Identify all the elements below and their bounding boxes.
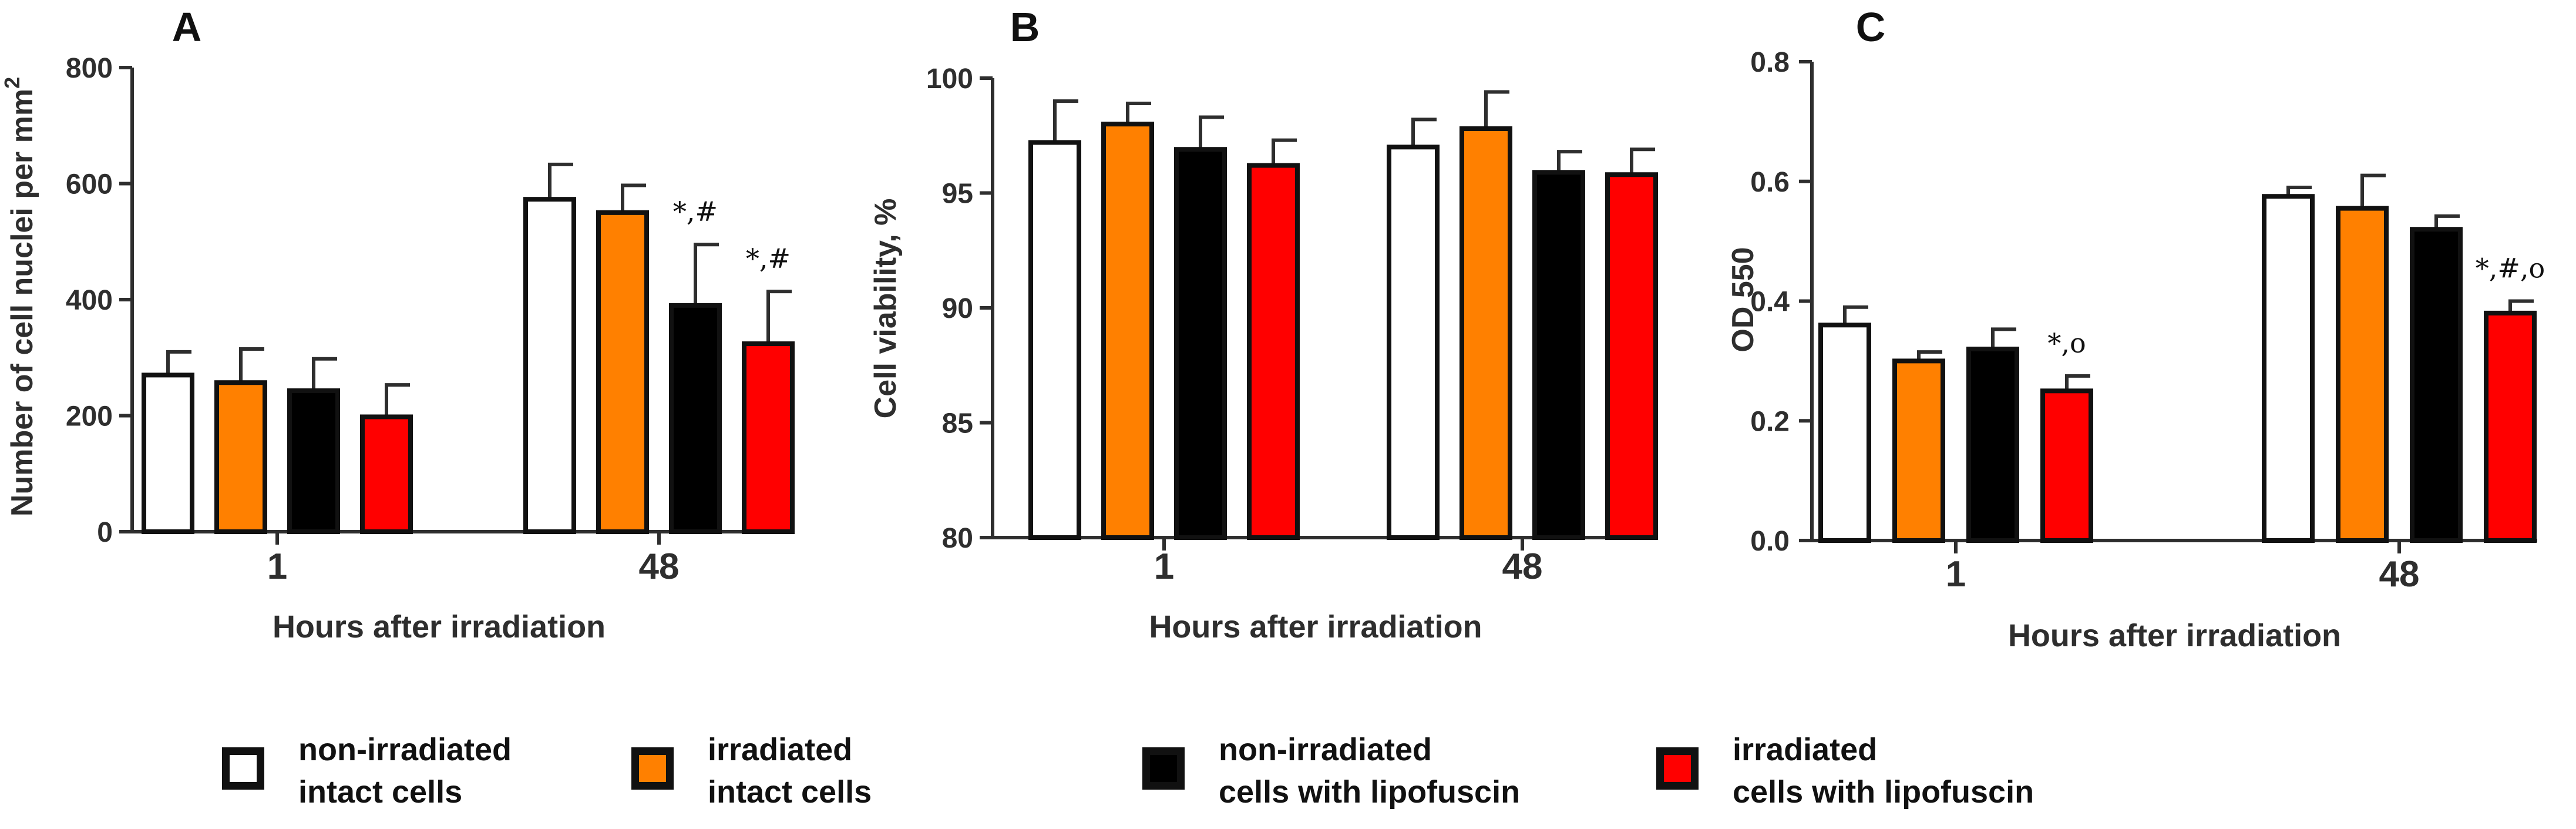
x-tick-label: 1 [1154, 546, 1174, 587]
legend-label: non-irradiated intact cells [298, 732, 512, 810]
y-tick-label: 0.2 [1750, 406, 1790, 437]
x-axis-title: Hours after irradiation [2008, 618, 2341, 653]
bar [360, 414, 413, 534]
bar [1101, 122, 1154, 540]
significance-annotation: *,# [746, 243, 791, 274]
bar [523, 197, 576, 535]
y-tick-label: 200 [66, 401, 113, 432]
bar [1387, 145, 1440, 541]
bar [1028, 140, 1081, 541]
chart-panel-b: 80 85 90 95 100 1 48 Hours after irradiation Cel… [869, 4, 1658, 645]
x-tick-label: 48 [639, 546, 680, 587]
x-tick-label: 1 [267, 546, 287, 587]
bar [142, 372, 194, 534]
bar [2040, 388, 2093, 543]
panel-letter: C [1856, 4, 1886, 50]
bar [2484, 310, 2537, 543]
y-tick-label: 0.6 [1750, 167, 1790, 198]
y-tick-label: 85 [942, 408, 973, 439]
x-tick-label: 1 [1946, 554, 1966, 595]
bar [1818, 323, 1871, 543]
bar [1247, 163, 1300, 540]
bar [2336, 206, 2389, 543]
significance-annotation: *,#,o [2476, 253, 2545, 284]
y-axis-title: Cell viability, % [869, 199, 903, 419]
y-axis-title: OD 550 [1726, 247, 1760, 352]
y-tick-label: 0 [97, 517, 113, 548]
legend-label: irradiated cells with lipofuscin [1733, 732, 2034, 810]
bar [596, 210, 649, 534]
chart-panel-a: 0 200 400 600 800 1 48 *,# *,# Hours after irradi… [0, 4, 795, 645]
bar [1174, 147, 1227, 540]
legend-swatch-red [1656, 747, 1699, 790]
bar [2410, 227, 2463, 543]
bar [742, 341, 795, 534]
y-tick-label: 600 [66, 169, 113, 200]
y-tick-label: 90 [942, 293, 973, 324]
y-tick-label: 80 [942, 523, 973, 554]
x-tick-label: 48 [1502, 546, 1543, 587]
legend-swatch-orange [631, 747, 674, 790]
bar [2262, 194, 2315, 543]
legend-swatch-black [1142, 747, 1185, 790]
y-tick-label: 0.8 [1750, 47, 1790, 78]
significance-annotation: *,o [2047, 327, 2086, 359]
y-tick-label: 95 [942, 179, 973, 210]
bar [1532, 170, 1585, 540]
y-tick-label: 0.4 [1750, 287, 1790, 318]
bar [669, 303, 722, 534]
panel-letter: B [1010, 4, 1040, 50]
bar [214, 380, 267, 535]
y-axis-title: Number of cell nuclei per mm2 [0, 77, 39, 516]
y-tick-label: 100 [926, 63, 973, 95]
significance-annotation: *,# [673, 196, 718, 227]
legend-label: non-irradiated cells with lipofuscin [1219, 732, 1521, 810]
bar [1892, 358, 1945, 543]
y-tick-label: 0.0 [1750, 526, 1790, 557]
chart-panel-c: 0.0 0.2 0.4 0.6 0.8 1 48 *,o *,#,o Hours after ir… [1726, 4, 2545, 653]
bar [287, 388, 340, 534]
y-axis-title-superscript: 2 [0, 77, 24, 89]
x-axis-title: Hours after irradiation [1149, 609, 1482, 645]
x-tick-label: 48 [2379, 554, 2420, 595]
bar [1605, 172, 1658, 541]
bar [1966, 347, 2019, 543]
bar [1459, 126, 1512, 540]
y-tick-label: 800 [66, 53, 113, 84]
x-axis-title: Hours after irradiation [273, 609, 606, 645]
legend-swatch-white [222, 747, 264, 790]
panel-letter: A [172, 4, 202, 50]
y-tick-label: 400 [66, 285, 113, 316]
legend-label: irradiated intact cells [708, 732, 872, 810]
